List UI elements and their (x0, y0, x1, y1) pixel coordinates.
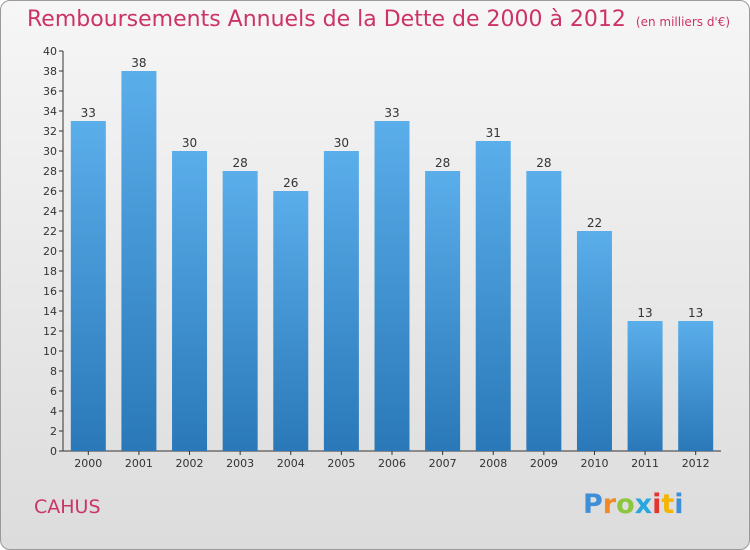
bar (425, 171, 461, 451)
bar-value-label: 30 (334, 136, 349, 150)
bar (576, 231, 612, 451)
y-tick-label: 8 (50, 365, 57, 378)
bar (273, 191, 309, 451)
bar-value-label: 13 (637, 306, 652, 320)
bar-value-label: 30 (182, 136, 197, 150)
x-tick-label: 2002 (176, 457, 204, 470)
y-tick-label: 0 (50, 445, 57, 458)
chart-subtitle: (en milliers d'€) (635, 15, 731, 29)
y-tick-label: 16 (43, 285, 57, 298)
bar (121, 71, 157, 451)
place-name: CAHUS (34, 496, 101, 518)
proxiti-logo: Proxiti (583, 489, 684, 520)
x-tick-label: 2007 (429, 457, 457, 470)
x-tick-label: 2012 (682, 457, 710, 470)
y-tick-label: 30 (43, 145, 57, 158)
x-tick-label: 2008 (479, 457, 507, 470)
bar (172, 151, 208, 451)
y-tick-label: 18 (43, 265, 57, 278)
bar-value-label: 26 (283, 176, 298, 190)
y-tick-label: 36 (43, 85, 57, 98)
bar (678, 321, 714, 451)
bar-value-label: 13 (688, 306, 703, 320)
y-tick-label: 24 (43, 205, 57, 218)
y-tick-label: 22 (43, 225, 57, 238)
y-tick-label: 6 (50, 385, 57, 398)
x-tick-label: 2004 (277, 457, 305, 470)
x-tick-label: 2003 (226, 457, 254, 470)
y-tick-label: 20 (43, 245, 57, 258)
bar-value-label: 22 (587, 216, 602, 230)
x-tick-label: 2005 (327, 457, 355, 470)
x-tick-label: 2001 (125, 457, 153, 470)
y-tick-label: 28 (43, 165, 57, 178)
bar-value-label: 28 (233, 156, 248, 170)
bar (475, 141, 511, 451)
bar-value-label: 38 (131, 56, 146, 70)
x-tick-label: 2000 (74, 457, 102, 470)
y-tick-label: 4 (50, 405, 57, 418)
bar (526, 171, 562, 451)
x-axis: 2000 2001 2002 2003 2004 2005 2006 2007 2008 2009… (63, 450, 721, 470)
bar-value-label: 33 (81, 106, 96, 120)
bar (627, 321, 663, 451)
bar-value-label: 28 (435, 156, 450, 170)
x-tick-label: 2006 (378, 457, 406, 470)
y-tick-label: 38 (43, 65, 57, 78)
y-tick-label: 12 (43, 325, 57, 338)
bar (374, 121, 410, 451)
bars: 33 38 30 28 26 30 33 28 31 28 22 13 13 (70, 56, 714, 451)
bar (323, 151, 359, 451)
x-tick-label: 2009 (530, 457, 558, 470)
x-tick-label: 2011 (631, 457, 659, 470)
bar-value-label: 28 (536, 156, 551, 170)
bar-value-label: 31 (486, 126, 501, 140)
bar (222, 171, 258, 451)
bar (70, 121, 106, 451)
y-tick-label: 14 (43, 305, 57, 318)
y-tick-label: 40 (43, 45, 57, 58)
y-tick-label: 10 (43, 345, 57, 358)
y-tick-label: 32 (43, 125, 57, 138)
y-tick-label: 2 (50, 425, 57, 438)
y-tick-label: 34 (43, 105, 57, 118)
bar-value-label: 33 (384, 106, 399, 120)
chart-title: Remboursements Annuels de la Dette de 20… (27, 7, 731, 32)
x-tick-label: 2010 (580, 457, 608, 470)
y-tick-label: 26 (43, 185, 57, 198)
